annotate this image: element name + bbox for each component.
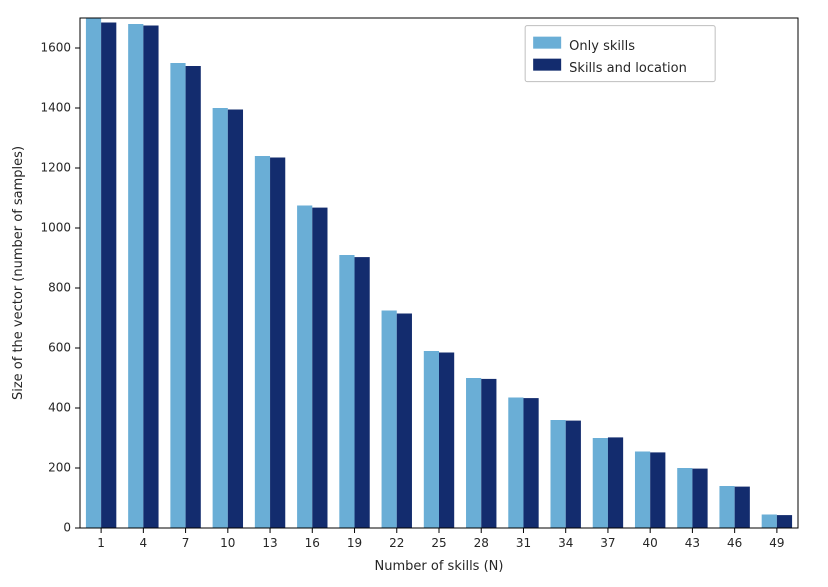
bar bbox=[297, 206, 312, 529]
bar bbox=[339, 255, 354, 528]
bar bbox=[481, 379, 496, 528]
bar bbox=[551, 420, 566, 528]
x-tick-label: 22 bbox=[389, 536, 404, 550]
skills-vector-bar-chart: 0 200 400 600 800 1000 1200 1400 1600 1 4 7 10 13 16 19… bbox=[0, 0, 828, 587]
y-axis-label: Size of the vector (number of samples) bbox=[11, 146, 26, 400]
bar bbox=[255, 156, 270, 528]
x-tick-label: 19 bbox=[347, 536, 362, 550]
x-tick-label: 34 bbox=[558, 536, 573, 550]
bar bbox=[355, 257, 370, 528]
legend-label: Only skills bbox=[569, 39, 635, 54]
bar bbox=[382, 311, 397, 529]
legend-swatch bbox=[533, 59, 561, 71]
bar bbox=[397, 314, 412, 529]
bar bbox=[101, 23, 116, 529]
bar bbox=[466, 378, 481, 528]
bar bbox=[719, 486, 734, 528]
x-tick-label: 25 bbox=[431, 536, 446, 550]
bar bbox=[593, 438, 608, 528]
x-tick-label: 28 bbox=[474, 536, 489, 550]
y-tick-label: 0 bbox=[63, 521, 71, 535]
bar bbox=[213, 108, 228, 528]
x-tick-label: 7 bbox=[182, 536, 190, 550]
y-tick-label: 1400 bbox=[40, 101, 71, 115]
bar bbox=[677, 468, 692, 528]
legend-swatch bbox=[533, 37, 561, 49]
bar bbox=[762, 515, 777, 529]
x-tick-label: 46 bbox=[727, 536, 742, 550]
bar bbox=[635, 452, 650, 529]
y-tick-label: 1600 bbox=[40, 41, 71, 55]
y-tick-label: 1200 bbox=[40, 161, 71, 175]
bar bbox=[523, 398, 538, 528]
bar bbox=[777, 515, 792, 528]
x-tick-label: 13 bbox=[262, 536, 277, 550]
bar bbox=[608, 437, 623, 528]
x-tick-label: 10 bbox=[220, 536, 235, 550]
y-tick-label: 1000 bbox=[40, 221, 71, 235]
y-tick-label: 400 bbox=[48, 401, 71, 415]
bar bbox=[566, 421, 581, 528]
bar bbox=[312, 208, 327, 528]
x-tick-label: 43 bbox=[685, 536, 700, 550]
x-tick-label: 40 bbox=[643, 536, 658, 550]
legend-label: Skills and location bbox=[569, 61, 687, 76]
bar bbox=[424, 351, 439, 528]
y-tick-label: 200 bbox=[48, 461, 71, 475]
bar bbox=[735, 487, 750, 528]
bar bbox=[86, 18, 101, 528]
bar bbox=[692, 469, 707, 528]
x-tick-label: 31 bbox=[516, 536, 531, 550]
y-tick-label: 800 bbox=[48, 281, 71, 295]
bar bbox=[186, 66, 201, 528]
x-tick-label: 1 bbox=[97, 536, 105, 550]
x-tick-label: 4 bbox=[140, 536, 148, 550]
bar bbox=[439, 353, 454, 529]
bar bbox=[170, 63, 185, 528]
bar bbox=[128, 24, 143, 528]
bar bbox=[143, 26, 158, 529]
x-tick-label: 37 bbox=[600, 536, 615, 550]
x-tick-label: 49 bbox=[769, 536, 784, 550]
bar bbox=[508, 398, 523, 529]
bar bbox=[270, 158, 285, 529]
x-tick-label: 16 bbox=[305, 536, 320, 550]
bar bbox=[650, 452, 665, 528]
bar bbox=[228, 110, 243, 529]
legend: Only skills Skills and location bbox=[525, 26, 715, 82]
x-axis-label: Number of skills (N) bbox=[375, 559, 504, 574]
y-tick-label: 600 bbox=[48, 341, 71, 355]
